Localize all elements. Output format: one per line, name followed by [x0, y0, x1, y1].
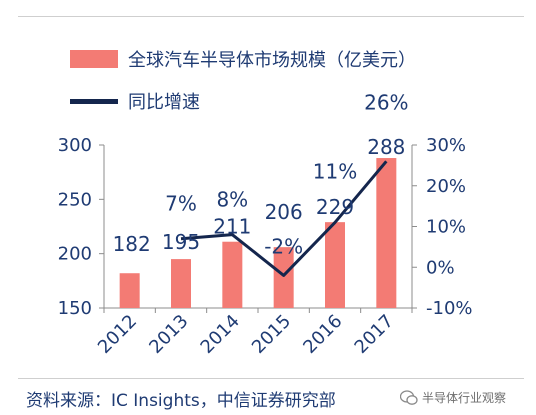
legend-label-growth: 同比增速: [128, 92, 200, 113]
watermark-text: 半导体行业观察: [422, 391, 507, 405]
x-tick-label: 2014: [197, 311, 244, 358]
bar-value-label: 229: [316, 195, 354, 219]
bar-value-label: 288: [367, 135, 405, 159]
bar-value-label: 182: [113, 232, 151, 256]
legend-item-growth: 同比增速: [70, 84, 416, 118]
growth-value-label: 26%: [364, 90, 408, 114]
legend-item-market-size: 全球汽车半导体市场规模（亿美元）: [70, 42, 416, 76]
y-right-tick-label: 0%: [426, 257, 455, 278]
bar-value-label: 206: [265, 200, 303, 224]
growth-line: [180, 160, 388, 277]
y-left-tick-label: 150: [58, 298, 92, 319]
legend-swatch-bar: [70, 50, 118, 68]
bar-2017: [376, 158, 397, 308]
growth-value-label: -2%: [264, 234, 303, 258]
legend: 全球汽车半导体市场规模（亿美元） 同比增速: [70, 42, 416, 118]
x-tick-label: 2016: [299, 311, 346, 358]
x-tick-label: 2013: [145, 311, 192, 358]
legend-swatch-line: [70, 98, 118, 104]
y-left-tick-label: 200: [58, 244, 92, 265]
bar-2012: [119, 273, 140, 308]
y-right-tick-label: 20%: [426, 176, 466, 197]
x-tick-label: 2015: [248, 311, 295, 358]
y-right-tick-label: 10%: [426, 217, 466, 238]
growth-value-label: 11%: [313, 159, 357, 183]
bar-value-label: 211: [213, 215, 251, 239]
y-right-tick-label: -10%: [426, 298, 473, 319]
bar-2014: [222, 241, 243, 308]
bar-2016: [325, 222, 345, 308]
x-tick-label: 2012: [94, 311, 141, 358]
bar-value-label: 195: [162, 230, 200, 254]
bar-2015: [273, 247, 294, 308]
bottom-rule: [18, 378, 524, 379]
bar-2013: [171, 259, 191, 308]
top-rule: [18, 16, 524, 17]
y-left-tick-label: 300: [58, 135, 92, 156]
growth-value-label: 8%: [216, 188, 248, 212]
x-tick-label: 2017: [351, 311, 398, 358]
wechat-icon: [400, 389, 418, 405]
y-right-tick-label: 30%: [426, 135, 466, 156]
watermark: 半导体行业观察: [400, 389, 506, 406]
source-note: 资料来源：IC Insights，中信证券研究部: [26, 391, 336, 411]
legend-label-market-size: 全球汽车半导体市场规模（亿美元）: [128, 50, 416, 71]
y-left-tick-label: 250: [58, 189, 92, 210]
growth-value-label: 7%: [165, 192, 197, 216]
